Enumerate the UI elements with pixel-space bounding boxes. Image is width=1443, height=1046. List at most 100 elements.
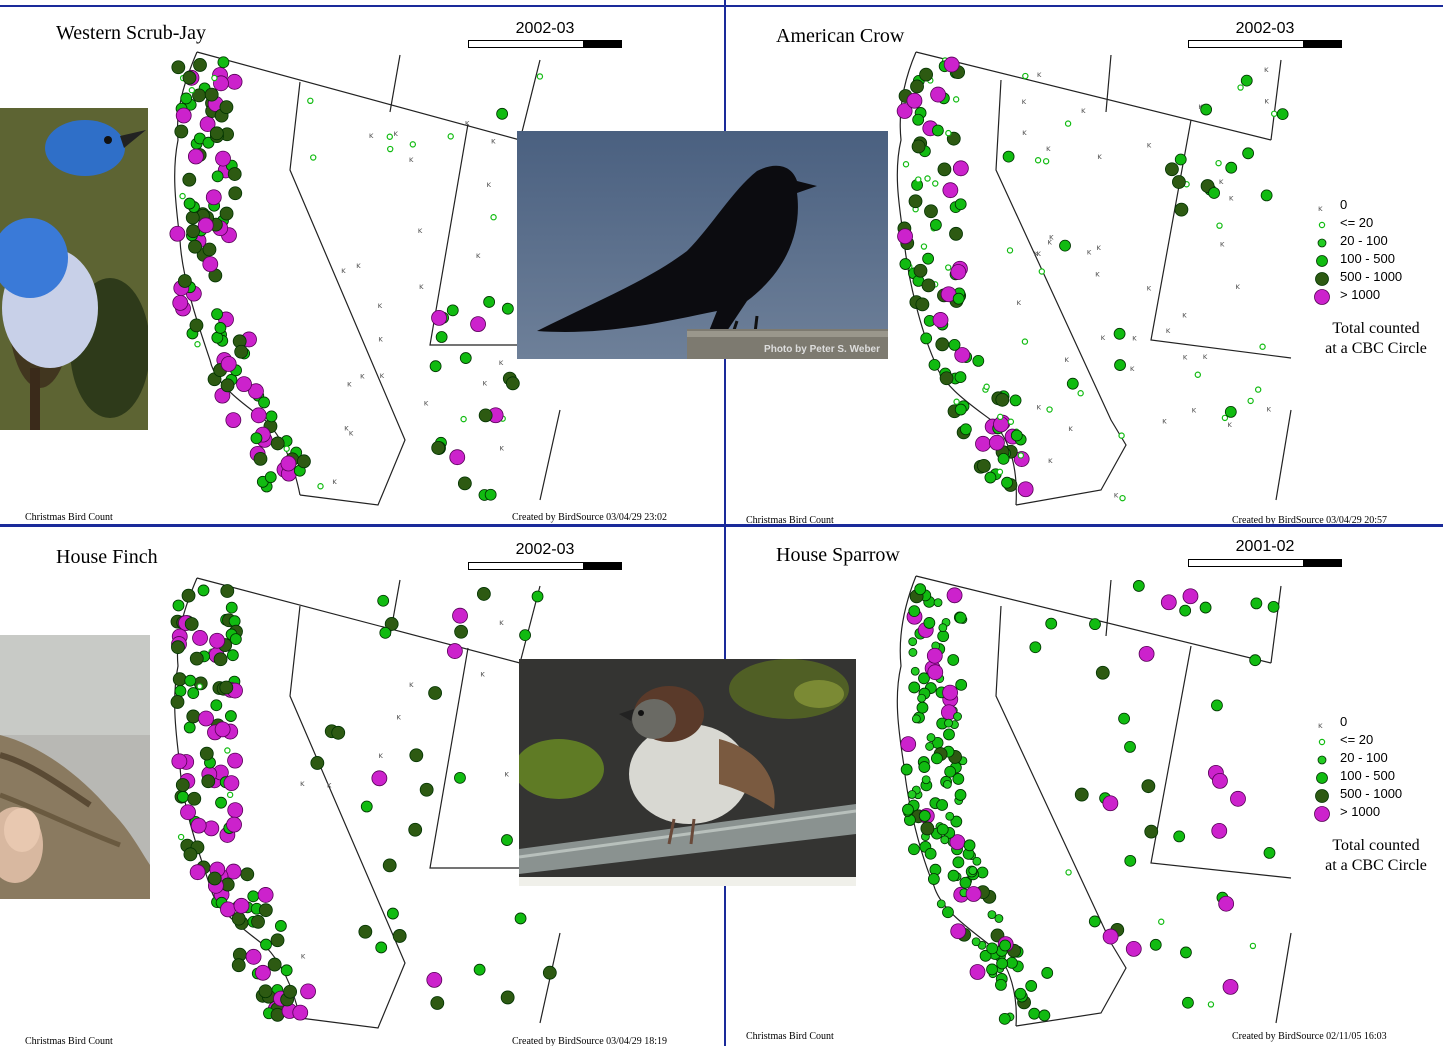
count-circle xyxy=(257,887,274,903)
count-circle xyxy=(937,630,950,643)
zero-count-mark: ĸ xyxy=(301,951,306,960)
count-circle xyxy=(307,97,314,105)
count-circle xyxy=(310,756,325,770)
count-circle xyxy=(371,770,388,787)
zero-count-mark: ĸ xyxy=(424,398,429,407)
count-circle xyxy=(476,587,491,601)
season-label: 2002-03 xyxy=(515,20,575,37)
count-circle xyxy=(219,680,234,695)
count-circle xyxy=(217,56,230,69)
count-circle xyxy=(965,886,982,902)
count-circle xyxy=(251,914,265,929)
count-circle xyxy=(214,322,227,334)
count-circle xyxy=(225,601,238,614)
count-circle xyxy=(201,774,216,789)
count-circle xyxy=(924,847,937,860)
count-circle xyxy=(1041,967,1054,979)
count-circle xyxy=(409,748,424,763)
count-circle xyxy=(1242,147,1255,160)
count-circle xyxy=(205,189,222,206)
zero-count-mark: ĸ xyxy=(1068,424,1073,433)
count-circle xyxy=(170,695,185,709)
count-circle xyxy=(280,455,297,472)
count-circle xyxy=(188,87,196,94)
count-circle xyxy=(908,681,921,694)
count-circle xyxy=(997,413,1004,421)
count-circle xyxy=(1182,996,1194,1009)
count-circle xyxy=(250,407,267,424)
count-circle xyxy=(926,647,943,664)
count-circle xyxy=(484,488,497,501)
zero-count-mark: ĸ xyxy=(1182,311,1187,320)
count-circle xyxy=(936,799,949,811)
count-circle xyxy=(918,761,931,773)
count-circle xyxy=(194,341,201,348)
count-circle xyxy=(908,843,920,856)
count-circle xyxy=(227,167,242,181)
count-circle xyxy=(505,376,520,391)
zero-count-mark: ĸ xyxy=(1101,333,1106,342)
legend-caption: Total counted at a CBC Circle xyxy=(1306,319,1443,359)
map-title: House Finch xyxy=(56,546,158,568)
count-circle xyxy=(234,344,249,359)
legend-symbol-icon xyxy=(1314,734,1330,750)
count-circle xyxy=(929,219,942,231)
count-circle xyxy=(979,949,992,962)
footer-created: Created by BirdSource 03/04/29 20:57 xyxy=(1232,515,1387,524)
zero-count-mark: ĸ xyxy=(1267,404,1272,413)
count-circle xyxy=(198,710,214,727)
zero-count-mark: ĸ xyxy=(344,424,349,433)
count-circle xyxy=(452,607,468,624)
legend: ĸ 0 <= 20 20 - 100 100 - 500 500 - 1000 > 1000… xyxy=(1314,714,1434,876)
count-circle xyxy=(189,864,206,881)
count-circle xyxy=(1141,779,1156,794)
count-circle xyxy=(1270,110,1278,117)
count-circle xyxy=(952,96,960,103)
count-circle xyxy=(920,332,933,345)
count-circle xyxy=(185,210,200,225)
count-circle xyxy=(927,873,940,885)
count-circle xyxy=(177,833,185,841)
count-circle xyxy=(900,763,913,776)
footer-source: Christmas Bird Count xyxy=(746,515,834,524)
count-circle xyxy=(209,126,224,141)
count-circle xyxy=(1009,394,1022,407)
count-circle xyxy=(473,963,486,976)
count-circle xyxy=(900,736,917,753)
legend-symbol-icon xyxy=(1314,770,1330,786)
count-circle xyxy=(377,594,390,607)
count-circle xyxy=(449,449,466,466)
count-circle xyxy=(358,924,373,939)
count-circle xyxy=(1125,941,1142,957)
count-circle xyxy=(226,791,234,799)
count-circle xyxy=(963,839,976,852)
legend-label: 100 - 500 xyxy=(1340,251,1395,266)
map-title: American Crow xyxy=(776,25,905,47)
count-circle xyxy=(220,378,235,393)
zero-count-mark: ĸ xyxy=(378,301,383,310)
count-circle xyxy=(1276,108,1289,121)
count-circle xyxy=(1014,987,1027,1000)
count-circle xyxy=(959,423,972,436)
count-circle xyxy=(949,226,963,241)
count-circle xyxy=(939,371,954,386)
legend-caption-line: at a CBC Circle xyxy=(1325,340,1427,357)
count-circle xyxy=(931,752,943,765)
count-circle xyxy=(1017,481,1034,498)
count-circle xyxy=(186,224,200,239)
count-circle xyxy=(984,471,997,484)
legend-label: 20 - 100 xyxy=(1340,750,1388,765)
zero-count-mark: ĸ xyxy=(409,155,414,164)
count-circle xyxy=(519,629,531,642)
zero-count-mark: ĸ xyxy=(1203,352,1208,361)
count-circle xyxy=(177,274,192,288)
zero-count-mark: ĸ xyxy=(380,371,385,380)
count-circle xyxy=(174,685,187,697)
zero-count-mark: ĸ xyxy=(1198,102,1203,111)
count-circle xyxy=(260,938,272,951)
count-circle xyxy=(911,139,926,154)
count-circle xyxy=(912,113,925,126)
count-circle xyxy=(923,617,936,629)
